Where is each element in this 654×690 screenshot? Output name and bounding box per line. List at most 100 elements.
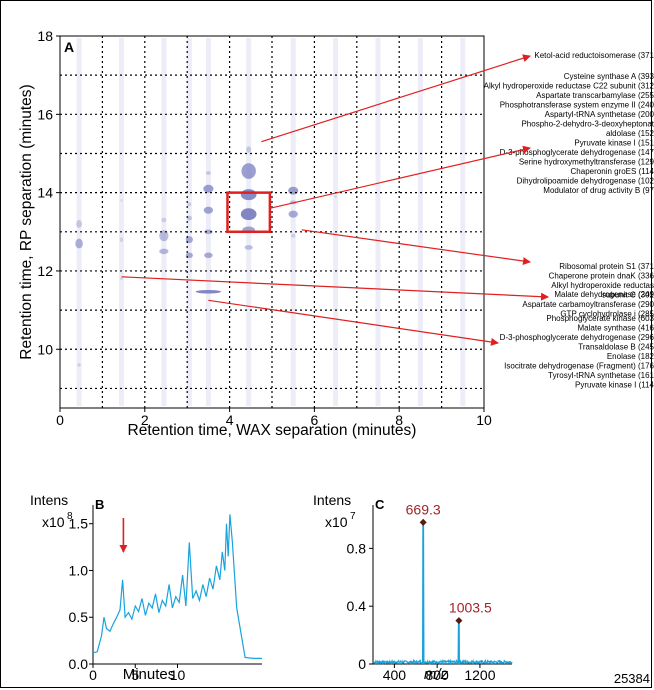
- panel-b-x-axis-label: Minutes: [123, 666, 176, 683]
- protein-spot: [240, 189, 257, 201]
- panel-a-heatmap: 0 2 4 6 8 10 10 12 14 16 18 A Retention time, WAX…: [18, 28, 654, 439]
- annotation-label: Enolase (182: [607, 352, 654, 361]
- protein-spot: [241, 163, 256, 179]
- x-tick-label: 5: [131, 667, 139, 683]
- annotation-arrow: [261, 54, 531, 143]
- annotation-label: Aspartyl-tRNA synthetase (200: [545, 110, 654, 119]
- protein-spot: [76, 220, 83, 228]
- panel-b-axes: 0.0 0.5 1.0 1.5 0 5 10: [69, 505, 262, 683]
- x-tick-label: 1200: [464, 667, 495, 683]
- protein-spot: [205, 171, 211, 176]
- protein-spot: [246, 146, 252, 153]
- y-tick-label: 0.5: [69, 609, 89, 625]
- x-tick-label: 0: [56, 412, 64, 428]
- annotation-label: Tyrosyl-tRNA synthetase (161: [548, 371, 654, 380]
- annotation-label: Phosphoglycerate kinase (603: [546, 314, 654, 323]
- peak-label: 669.3: [406, 501, 441, 517]
- peak-marker: [419, 518, 427, 526]
- protein-spot: [119, 237, 124, 242]
- y-tick-label: 18: [37, 28, 53, 44]
- y-tick-label: 12: [37, 263, 53, 279]
- annotation-label: D-3-phosphoglycerate dehydrogenase (296: [500, 333, 654, 342]
- protein-spot: [291, 233, 296, 238]
- annotation-label: Dihydrolipoamide dehydrogenase (102: [517, 177, 654, 186]
- panel-c-mass-spectrum: 0 0.4 0.8 400 800 1200 Intens x10 7 C 669.3 10…: [313, 492, 513, 683]
- x-tick-label: 10: [170, 667, 186, 683]
- x-tick-label: 8: [395, 412, 403, 428]
- y-tick-label: 1.5: [69, 516, 89, 532]
- panel-c-spectrum-trace: [372, 521, 513, 666]
- column-streak: [186, 38, 192, 406]
- panel-a-annotations: Ketol-acid reductoisomerase (371 Cysteine…: [484, 51, 654, 390]
- x-tick-label: 2: [141, 412, 149, 428]
- panel-c-x-axis-label: m/z: [424, 666, 449, 683]
- protein-spot: [75, 238, 83, 249]
- annotation-label: Pyruvate kinase I (151: [574, 139, 654, 148]
- annotation-arrow: [208, 299, 499, 346]
- annotation-label: Isocitrate dehydrogenase (Fragment) (176: [504, 362, 654, 371]
- protein-spot: [204, 229, 213, 235]
- column-streak: [161, 38, 167, 406]
- panel-c-peaks: 669.3 1003.5: [406, 501, 492, 664]
- annotation-arrow: [121, 276, 549, 301]
- peak-label: 1003.5: [449, 600, 492, 616]
- protein-spot: [203, 184, 214, 193]
- annotation-arrow: [269, 145, 531, 209]
- annotation-label: Alkyl hydroperoxide reductase C22 subuni…: [484, 82, 654, 91]
- x-tick-label: 6: [311, 412, 319, 428]
- panel-a-y-ticks: 10 12 14 16 18: [37, 28, 60, 357]
- x-tick-label: 400: [383, 667, 407, 683]
- protein-spot: [77, 363, 81, 367]
- column-streak: [118, 38, 124, 406]
- protein-spot: [120, 277, 123, 281]
- panel-c-y-axis-label: Intens: [313, 492, 351, 508]
- column-streak: [76, 38, 82, 406]
- protein-spot: [120, 199, 123, 202]
- panel-a-arrows: [121, 54, 549, 346]
- annotation-label: aldolase (152: [606, 129, 654, 138]
- column-streak: [290, 38, 296, 406]
- x-tick-label: 0: [89, 667, 97, 683]
- annotation-label: Malate dehydrogenase (249: [554, 290, 654, 299]
- annotation-label: Modulator of drug activity B (97: [543, 186, 654, 195]
- annotation-label: Aspartate transcarbamylase (255: [536, 91, 654, 100]
- panel-c-y-multiplier: x10: [325, 514, 348, 530]
- annotation-label: subunit C (302: [602, 291, 654, 300]
- protein-spot: [187, 202, 192, 207]
- annotation-label: Malate synthase (416: [578, 324, 654, 333]
- panel-b-letter: B: [95, 497, 104, 512]
- protein-spot: [186, 215, 192, 221]
- protein-spot: [161, 217, 167, 223]
- panel-a-y-axis-label: Retention time, RP separation (minutes): [18, 84, 35, 359]
- annotation-label: Transaldolase B (245: [578, 343, 654, 352]
- annotation-label: Chaperonin groES (114: [571, 167, 654, 176]
- panel-a-x-axis-label: Retention time, WAX separation (minutes): [128, 422, 417, 439]
- annotation-label: Ribosomal protein S1 (371: [559, 262, 654, 271]
- y-tick-label: 0.0: [69, 656, 89, 672]
- panel-c-letter: C: [375, 497, 385, 512]
- protein-spot: [159, 248, 169, 255]
- y-tick-label: 14: [37, 185, 53, 201]
- annotation-label: Serine hydroxymethyltransferase (129: [519, 158, 654, 167]
- y-tick-label: 10: [37, 341, 53, 357]
- column-streak: [417, 38, 423, 406]
- annotation-label: Phospho-2-dehydro-3-deoxyheptonat: [521, 120, 654, 129]
- protein-spot: [203, 206, 214, 214]
- annotation-label: Pyruvate kinase I (114: [575, 381, 654, 390]
- annotation-label: Cysteine synthase A (393: [564, 72, 654, 81]
- panel-b-y-multiplier: x10: [42, 514, 65, 530]
- panel-a-spots: [75, 146, 337, 367]
- protein-spot: [204, 252, 213, 259]
- annotation-label: Ketol-acid reductoisomerase (371: [534, 51, 654, 60]
- protein-spot: [195, 289, 222, 294]
- annotation-label: GTP cyclohydrolase i (285: [560, 310, 654, 319]
- protein-spot: [240, 208, 257, 221]
- protein-spot: [159, 230, 169, 242]
- panel-b-chromatogram: 0.0 0.5 1.0 1.5 0 5 10 Intens x10 8 B Minutes: [30, 492, 262, 683]
- annotation-arrow: [301, 229, 531, 265]
- peak-marker: [455, 617, 463, 625]
- panel-b-y-exponent: 8: [67, 511, 73, 522]
- x-tick-label: 800: [425, 667, 449, 683]
